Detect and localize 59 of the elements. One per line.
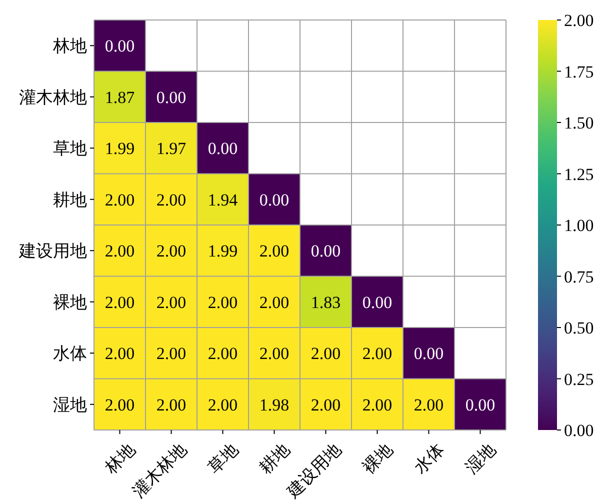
data-label: 0.00: [362, 292, 392, 312]
y-tick-label: 建设用地: [18, 242, 87, 261]
x-tick-label: 林地: [100, 440, 140, 478]
data-label: 2.00: [208, 344, 238, 364]
x-tick-label: 水体: [410, 440, 448, 478]
data-label: 2.00: [156, 242, 186, 261]
y-tick-label: 水体: [53, 344, 87, 364]
data-label: 2.00: [259, 242, 290, 261]
data-label: 0.00: [104, 36, 135, 56]
data-label: 2.00: [414, 395, 444, 414]
data-label: 2.00: [104, 292, 135, 312]
y-tick-label: 耕地: [53, 190, 87, 210]
color-bar-label: 0.75: [564, 267, 594, 286]
data-label: 2.00: [104, 242, 135, 261]
data-label: 1.99: [104, 139, 135, 158]
data-label: 2.00: [362, 344, 392, 364]
data-label: 1.87: [104, 88, 136, 107]
data-label: 0.00: [414, 344, 444, 364]
data-label: 2.00: [310, 344, 341, 364]
data-label: 0.00: [465, 395, 496, 414]
data-label: 2.00: [362, 395, 392, 414]
y-tick-label: 林地: [52, 36, 87, 56]
data-label: 2.00: [156, 395, 186, 414]
data-label: 2.00: [156, 344, 186, 364]
data-label: 2.00: [104, 190, 135, 210]
x-tick-label: 裸地: [359, 440, 397, 478]
y-tick-label: 湿地: [53, 395, 87, 414]
color-bar-label: 1.00: [564, 216, 594, 235]
data-label: 1.98: [259, 395, 290, 414]
data-label: 2.00: [156, 190, 186, 210]
data-label: 2.00: [156, 292, 186, 312]
y-tick-label: 灌木林地: [19, 88, 87, 107]
color-bar-label: 1.25: [564, 164, 594, 184]
data-label: 1.83: [310, 292, 341, 312]
data-label: 2.00: [310, 395, 341, 414]
data-label: 2.00: [104, 395, 135, 414]
y-tick-label: 草地: [53, 139, 87, 158]
x-tick-label: 湿地: [462, 440, 500, 478]
data-label: 1.94: [208, 190, 238, 210]
color-bar-label: 0.00: [564, 421, 594, 440]
data-label: 2.00: [259, 344, 290, 364]
data-label: 0.00: [156, 88, 186, 107]
color-bar-label: 1.50: [564, 114, 594, 132]
data-label: 1.99: [208, 242, 238, 261]
x-tick-label: 耕地: [256, 440, 294, 478]
data-label: 0.00: [259, 190, 290, 210]
x-tick-label: 草地: [204, 440, 242, 478]
color-bar-label: 2.00: [564, 11, 594, 30]
data-label: 0.00: [208, 139, 238, 158]
data-label: 2.00: [259, 292, 290, 312]
data-label: 2.00: [208, 395, 238, 414]
color-bar-label: 0.50: [564, 318, 594, 338]
data-label: 2.00: [104, 344, 135, 364]
color-bar-label: 0.25: [564, 370, 594, 389]
data-label: 1.97: [156, 139, 187, 158]
color-bar-label: 1.75: [564, 62, 594, 82]
data-label: 0.00: [310, 242, 341, 261]
data-label: 2.00: [208, 292, 238, 312]
y-tick-label: 裸地: [53, 292, 87, 312]
